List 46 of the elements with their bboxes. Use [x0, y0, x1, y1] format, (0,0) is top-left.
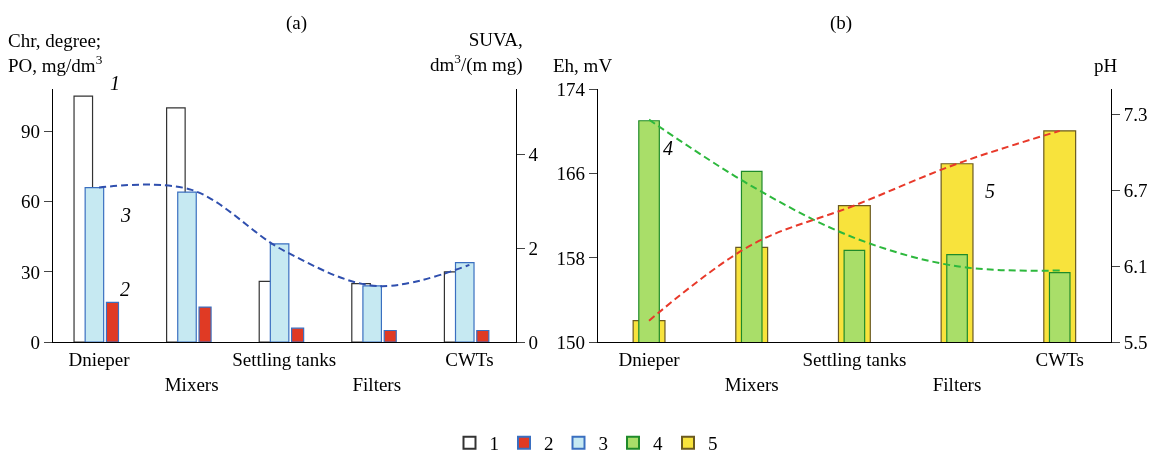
- x-tick-label: CWTs: [445, 349, 494, 371]
- annotation: 3: [120, 204, 131, 226]
- annotation: 1: [110, 72, 120, 94]
- x-tick-label: Dnieper: [618, 349, 681, 371]
- legend-label: 2: [544, 433, 554, 455]
- y-tick-label: 60: [20, 191, 40, 213]
- chart-title: (b): [830, 12, 853, 34]
- chart-title: (a): [286, 12, 308, 34]
- y-axis-title: Eh, mV: [553, 55, 613, 76]
- y-tick-label: 158: [556, 247, 585, 269]
- y2-tick-label: 0: [528, 331, 538, 353]
- y2-axis-title: pH: [1094, 55, 1118, 76]
- y-tick-label: 150: [556, 331, 585, 353]
- x-tick-label: Filters: [352, 373, 402, 395]
- x-tick-label: Dnieper: [68, 349, 131, 371]
- legend-label: 5: [708, 433, 718, 455]
- x-tick-label: Filters: [932, 373, 982, 395]
- y-tick-label: 0: [30, 331, 40, 353]
- y2-tick-label: 7.3: [1123, 104, 1148, 126]
- y2-tick-label: 6.7: [1123, 180, 1148, 201]
- y-tick-label: 166: [556, 163, 585, 185]
- x-tick-label: Settling tanks: [232, 349, 337, 371]
- annotation: 2: [120, 278, 130, 300]
- legend-label: 3: [598, 433, 608, 455]
- bar: [105, 301, 120, 343]
- y2-axis-title: SUVA, dm$^{3}$/(m mg): [430, 29, 523, 76]
- annotation: 4: [663, 137, 673, 159]
- bar: [291, 327, 305, 343]
- x-tick-label: Settling tanks: [802, 349, 907, 371]
- x-tick-label: Mixers: [724, 373, 779, 395]
- y2-tick-label: 2: [528, 238, 538, 260]
- y-tick-label: 90: [20, 120, 40, 142]
- y2-tick-label: 6.1: [1123, 255, 1148, 277]
- y-axis-title: Chr, degree; PO, mg/dm$^{3}$: [8, 30, 103, 76]
- x-tick-label: Mixers: [164, 373, 219, 395]
- legend-label: 4: [653, 433, 663, 455]
- annotation: 5: [985, 180, 995, 202]
- x-tick-label: CWTs: [1035, 349, 1084, 371]
- line-series: [648, 129, 1061, 322]
- line-series: [648, 118, 1061, 272]
- bar: [383, 329, 397, 343]
- legend-label: 1: [489, 433, 499, 455]
- y-tick-label: 30: [20, 261, 40, 283]
- y2-tick-label: 5.5: [1123, 331, 1148, 353]
- y2-tick-label: 4: [528, 144, 539, 166]
- y-tick-label: 174: [556, 78, 586, 100]
